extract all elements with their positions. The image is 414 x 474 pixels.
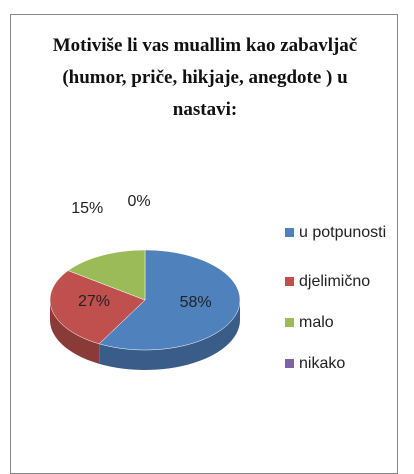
legend-swatch [285, 318, 294, 327]
chart-title: Motiviše li vas muallim kao zabavljač (h… [52, 35, 358, 120]
pie-slice [49, 270, 146, 345]
data-label: 0% [127, 193, 150, 210]
legend-swatch [285, 277, 294, 286]
legend-label: malo [299, 314, 334, 331]
data-label: 58% [180, 294, 212, 311]
legend-swatch [285, 359, 294, 368]
legend-label: nikako [299, 355, 345, 372]
pie-slice [98, 249, 241, 351]
data-label: 15% [71, 200, 103, 217]
pie-side [50, 300, 100, 364]
legend-label: u potpunosti [299, 224, 386, 241]
pie-side [99, 300, 240, 370]
data-label: 27% [78, 293, 110, 310]
pie-slice [67, 249, 146, 301]
legend-swatch [285, 228, 294, 237]
legend-label: djelimično [299, 273, 370, 290]
